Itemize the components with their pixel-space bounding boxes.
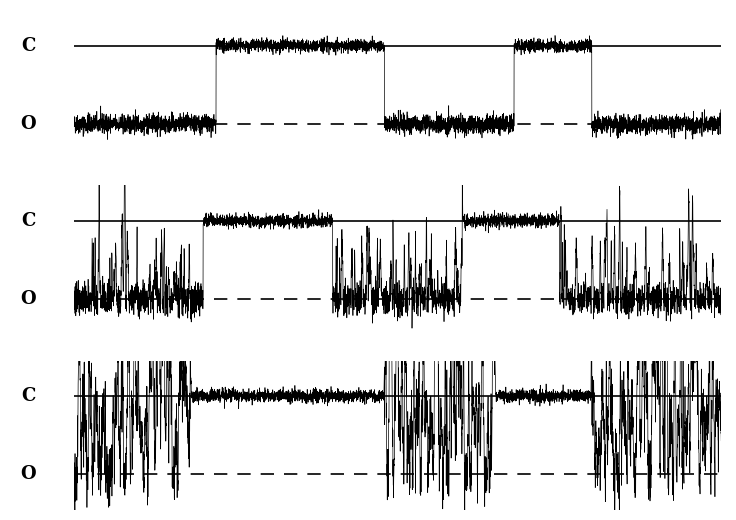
Text: C: C <box>21 212 35 230</box>
Text: C: C <box>21 37 35 55</box>
Text: O: O <box>21 115 36 133</box>
Text: O: O <box>21 465 36 483</box>
Text: C: C <box>21 387 35 405</box>
Text: O: O <box>21 290 36 308</box>
